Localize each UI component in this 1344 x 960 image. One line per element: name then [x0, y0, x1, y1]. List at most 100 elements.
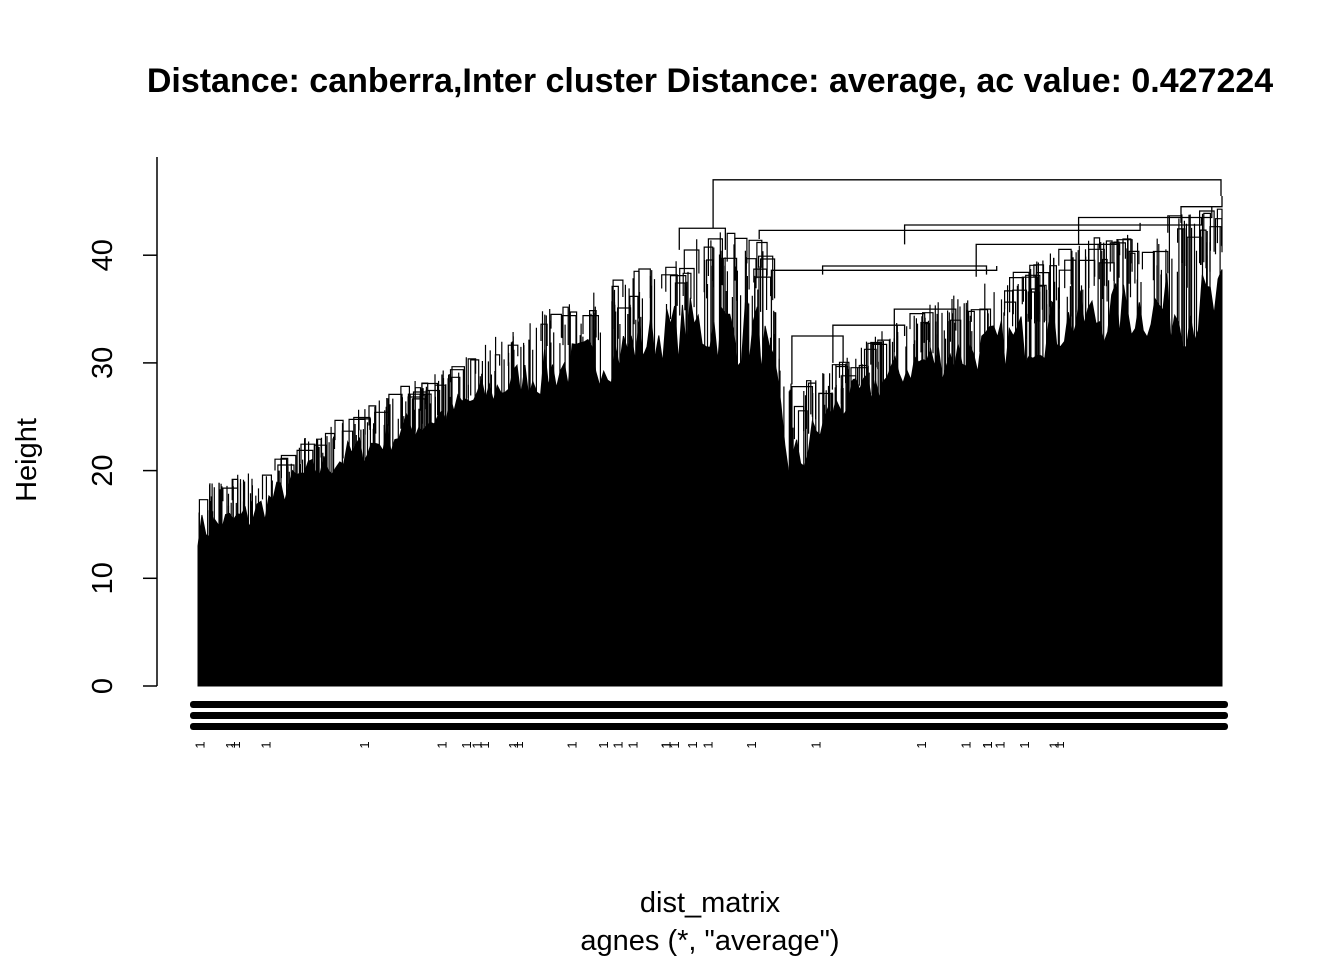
merge-bracket	[1122, 238, 1132, 292]
leaf-label: 1	[259, 741, 274, 748]
merge-bracket	[222, 487, 239, 502]
merge-bracket	[909, 313, 926, 339]
merge-bracket	[412, 391, 427, 440]
merge-bracket	[1216, 208, 1223, 253]
leaf-label: 1	[223, 741, 238, 748]
leaf-label: 1	[565, 741, 580, 748]
leaf-label: 1	[744, 741, 759, 748]
merge-bracket	[277, 464, 295, 518]
leaf-labels: 1 11 1 11 11 11 1 1 11 11 11 1 1 11 11 111 111	[190, 701, 1228, 749]
merge-bracket	[1117, 239, 1133, 282]
merge-bracket	[388, 393, 403, 443]
leaf-label: 1	[1046, 741, 1061, 748]
merge-bracket	[419, 393, 432, 447]
y-tick-label: 30	[87, 347, 119, 379]
y-tick-label: 0	[87, 678, 119, 694]
merge-bracket	[540, 323, 548, 346]
merge-bracket	[867, 342, 883, 373]
merge-bracket	[612, 279, 624, 329]
merge-bracket	[638, 268, 651, 299]
merge-bracket	[467, 358, 477, 398]
leaf-label: 1	[685, 741, 700, 748]
merge-bracket	[421, 394, 429, 449]
merge-bracket	[745, 258, 757, 289]
leaf-label: 1	[192, 741, 207, 748]
merge-bracket	[669, 275, 687, 320]
merge-bracket	[1177, 228, 1186, 266]
merge-bracket	[451, 366, 465, 410]
y-tick-label: 40	[87, 239, 119, 271]
y-axis-label: Height	[11, 418, 43, 502]
leaf-label: 1	[357, 741, 372, 748]
merge-bracket	[840, 375, 857, 404]
leaf-label: 1	[667, 741, 682, 748]
leaf-label: 1	[511, 741, 526, 748]
leaf-label-band	[190, 712, 1228, 719]
merge-bracket	[770, 266, 998, 369]
merge-bracket	[1009, 277, 1024, 313]
merge-bracket	[970, 309, 989, 347]
merge-bracket	[665, 266, 677, 292]
merge-bracket	[754, 276, 772, 325]
merge-bracket	[470, 359, 480, 396]
leaf-branch-mass	[197, 269, 1223, 687]
method-sublabel: agnes (*, "average")	[580, 925, 839, 957]
merge-bracket	[791, 385, 814, 428]
leaf-label: 1	[477, 741, 492, 748]
merge-bracket	[753, 268, 768, 310]
leaf-label: 1	[469, 741, 484, 748]
merge-bracket	[582, 315, 599, 341]
leaf-label: 1	[434, 741, 449, 748]
merge-bracket	[1113, 241, 1120, 281]
leaf-label: 1	[701, 741, 716, 748]
merge-bracket	[1152, 250, 1169, 281]
leaf-label: 1	[228, 741, 243, 748]
merge-bracket	[280, 457, 289, 505]
merge-bracket	[832, 324, 906, 363]
merge-bracket	[850, 367, 868, 406]
leaf-label: 1	[459, 741, 474, 748]
merge-bracket	[589, 310, 597, 364]
merge-bracket	[1128, 250, 1140, 284]
merge-bracket	[858, 364, 868, 386]
merge-bracket	[758, 222, 1141, 239]
merge-bracket	[450, 376, 461, 420]
merge-bracket	[1058, 269, 1073, 317]
merge-bracket	[368, 405, 377, 434]
merge-bracket	[231, 478, 239, 530]
merge-bracket	[734, 237, 748, 281]
dendrogram-body	[197, 179, 1223, 687]
merge-bracket	[706, 259, 714, 299]
merge-bracket	[682, 272, 692, 299]
merge-bracket	[797, 410, 808, 461]
merge-bracket	[748, 239, 763, 290]
merge-bracket	[1167, 215, 1183, 263]
merge-bracket	[313, 444, 327, 492]
leaf-label: 1	[959, 741, 974, 748]
merge-bracket	[863, 348, 877, 389]
merge-bracket	[806, 380, 812, 429]
merge-bracket	[550, 313, 562, 338]
merge-bracket	[1093, 237, 1101, 286]
y-tick-label: 20	[87, 454, 119, 486]
merge-bracket	[661, 274, 678, 306]
root-bracket	[712, 179, 1222, 229]
merge-bracket	[903, 217, 1203, 245]
merge-bracket	[758, 255, 774, 301]
merge-bracket	[1058, 248, 1072, 285]
leaf-label: 1	[1017, 741, 1032, 748]
merge-bracket	[296, 449, 314, 498]
leaf-label: 1	[610, 741, 625, 748]
merge-bracket	[341, 430, 354, 473]
merge-bracket	[1141, 251, 1155, 305]
leaf-label-band	[190, 723, 1228, 730]
merge-bracket	[434, 384, 446, 434]
merge-bracket	[791, 335, 844, 385]
merge-bracket	[831, 364, 847, 390]
x-axis-label: dist_matrix	[640, 887, 781, 919]
merge-bracket	[562, 306, 569, 346]
merge-bracket	[1021, 276, 1038, 322]
merge-bracket	[838, 361, 850, 380]
merge-bracket	[720, 257, 738, 301]
merge-bracket	[400, 385, 410, 441]
